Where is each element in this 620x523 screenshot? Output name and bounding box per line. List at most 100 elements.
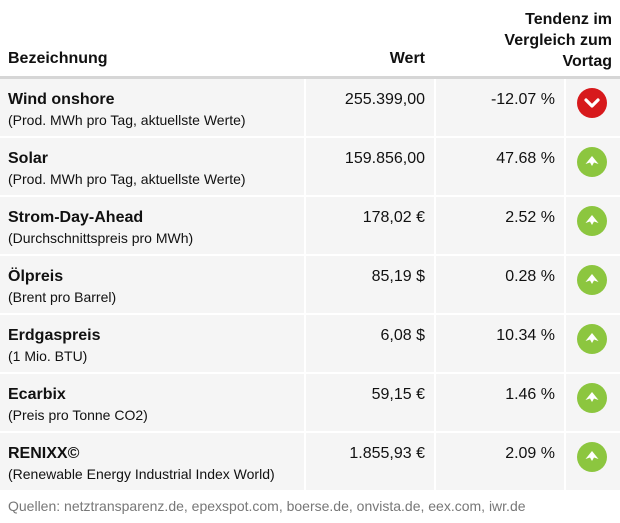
header-name: Bezeichnung: [8, 50, 108, 67]
value-cell: 1.855,93 €: [306, 433, 434, 490]
trend-cell: [566, 197, 620, 254]
table-row: Erdgaspreis (1 Mio. BTU) 6,08 $ 10.34 %: [0, 315, 620, 374]
arrow-up-icon: [577, 324, 607, 354]
row-title: Ölpreis: [8, 268, 64, 285]
column-divider: [434, 138, 436, 195]
row-change: -12.07 %: [490, 91, 555, 108]
trend-cell: [566, 374, 620, 431]
row-title: RENIXX©: [8, 445, 80, 462]
row-value: 255.399,00: [344, 91, 425, 108]
row-change: 47.68 %: [496, 150, 555, 167]
table-row: Ölpreis (Brent pro Barrel) 85,19 $ 0.28 …: [0, 256, 620, 315]
table-header: Bezeichnung Wert Tendenz im Vergleich zu…: [0, 0, 620, 79]
table-row: Strom-Day-Ahead (Durchschnittspreis pro …: [0, 197, 620, 256]
row-change: 2.09 %: [505, 445, 555, 462]
column-divider: [434, 79, 436, 136]
column-divider: [564, 138, 566, 195]
column-divider: [304, 374, 306, 431]
header-trend-line: Vortag: [562, 53, 612, 70]
trend-cell: [566, 138, 620, 195]
row-title: Solar: [8, 150, 49, 167]
change-cell: 2.09 %: [436, 433, 564, 490]
column-divider: [304, 433, 306, 490]
change-cell: -12.07 %: [436, 79, 564, 136]
row-title: Wind onshore: [8, 91, 115, 108]
column-divider: [434, 256, 436, 313]
row-subtitle: (Brent pro Barrel): [8, 289, 117, 305]
header-value: Wert: [389, 50, 425, 67]
column-divider: [434, 433, 436, 490]
row-subtitle: (Preis pro Tonne CO2): [8, 407, 148, 423]
row-subtitle: (Renewable Energy Industrial Index World…: [8, 466, 275, 482]
row-change: 10.34 %: [496, 327, 555, 344]
value-cell: 178,02 €: [306, 197, 434, 254]
name-cell: Wind onshore (Prod. MWh pro Tag, aktuell…: [0, 79, 304, 136]
name-cell: Strom-Day-Ahead (Durchschnittspreis pro …: [0, 197, 304, 254]
row-change: 2.52 %: [505, 209, 555, 226]
change-cell: 2.52 %: [436, 197, 564, 254]
sources-footer: Quellen: netztransparenz.de, epexspot.co…: [8, 498, 526, 514]
column-divider: [434, 374, 436, 431]
table-row: RENIXX© (Renewable Energy Industrial Ind…: [0, 433, 620, 492]
table-row: Ecarbix (Preis pro Tonne CO2) 59,15 € 1.…: [0, 374, 620, 433]
header-trend: Tendenz im Vergleich zum Vortag: [462, 9, 612, 72]
arrow-down-icon: [577, 88, 607, 118]
column-divider: [434, 315, 436, 372]
row-subtitle: (Durchschnittspreis pro MWh): [8, 230, 194, 246]
column-divider: [304, 79, 306, 136]
column-divider: [304, 315, 306, 372]
name-cell: RENIXX© (Renewable Energy Industrial Ind…: [0, 433, 304, 490]
header-trend-line: Vergleich zum: [504, 32, 612, 49]
column-divider: [564, 79, 566, 136]
row-value: 1.855,93 €: [349, 445, 425, 462]
value-cell: 85,19 $: [306, 256, 434, 313]
column-divider: [564, 197, 566, 254]
row-subtitle: (Prod. MWh pro Tag, aktuellste Werte): [8, 112, 246, 128]
column-divider: [434, 197, 436, 254]
row-value: 85,19 $: [371, 268, 425, 285]
column-divider: [564, 374, 566, 431]
table-row: Solar (Prod. MWh pro Tag, aktuellste Wer…: [0, 138, 620, 197]
row-title: Ecarbix: [8, 386, 66, 403]
row-title: Erdgaspreis: [8, 327, 101, 344]
table-row: Wind onshore (Prod. MWh pro Tag, aktuell…: [0, 79, 620, 138]
arrow-up-icon: [577, 265, 607, 295]
column-divider: [304, 197, 306, 254]
arrow-up-icon: [577, 147, 607, 177]
column-divider: [564, 256, 566, 313]
column-divider: [564, 433, 566, 490]
row-title: Strom-Day-Ahead: [8, 209, 144, 226]
arrow-up-icon: [577, 383, 607, 413]
trend-cell: [566, 79, 620, 136]
row-value: 178,02 €: [362, 209, 425, 226]
table-body: Wind onshore (Prod. MWh pro Tag, aktuell…: [0, 79, 620, 492]
row-subtitle: (1 Mio. BTU): [8, 348, 88, 364]
name-cell: Ecarbix (Preis pro Tonne CO2): [0, 374, 304, 431]
value-cell: 255.399,00: [306, 79, 434, 136]
column-divider: [564, 315, 566, 372]
row-subtitle: (Prod. MWh pro Tag, aktuellste Werte): [8, 171, 246, 187]
row-value: 59,15 €: [371, 386, 425, 403]
change-cell: 1.46 %: [436, 374, 564, 431]
change-cell: 0.28 %: [436, 256, 564, 313]
column-divider: [304, 256, 306, 313]
value-cell: 6,08 $: [306, 315, 434, 372]
trend-cell: [566, 433, 620, 490]
column-divider: [304, 138, 306, 195]
name-cell: Solar (Prod. MWh pro Tag, aktuellste Wer…: [0, 138, 304, 195]
name-cell: Erdgaspreis (1 Mio. BTU): [0, 315, 304, 372]
row-value: 159.856,00: [344, 150, 425, 167]
trend-cell: [566, 315, 620, 372]
trend-cell: [566, 256, 620, 313]
change-cell: 47.68 %: [436, 138, 564, 195]
value-cell: 59,15 €: [306, 374, 434, 431]
arrow-up-icon: [577, 442, 607, 472]
value-cell: 159.856,00: [306, 138, 434, 195]
row-value: 6,08 $: [380, 327, 425, 344]
row-change: 0.28 %: [505, 268, 555, 285]
arrow-up-icon: [577, 206, 607, 236]
change-cell: 10.34 %: [436, 315, 564, 372]
row-change: 1.46 %: [505, 386, 555, 403]
header-trend-line: Tendenz im: [525, 11, 612, 28]
